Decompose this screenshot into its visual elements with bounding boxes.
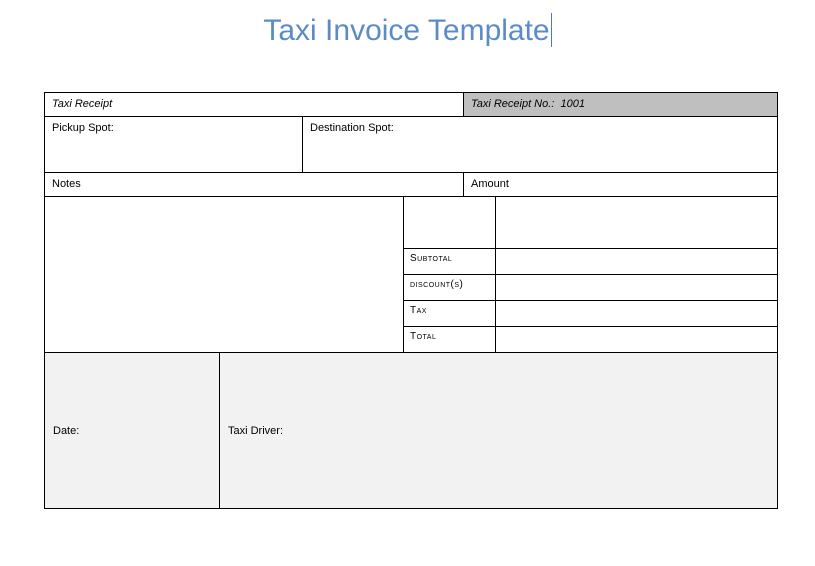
tax-label: Tax: [404, 301, 495, 327]
receipt-no-label: Taxi Receipt No.:: [471, 98, 554, 110]
notes-header: Notes: [45, 173, 464, 197]
pickup-spot-label: Pickup Spot:: [52, 122, 114, 134]
amount-values-column: [496, 197, 777, 353]
destination-spot-label: Destination Spot:: [310, 122, 394, 134]
subtotal-value[interactable]: [496, 249, 777, 275]
row-footer: Date: Taxi Driver:: [45, 353, 777, 508]
receipt-no-value: 1001: [560, 98, 584, 110]
calc-blank: [404, 197, 495, 249]
text-cursor: [551, 13, 552, 47]
driver-label: Taxi Driver:: [228, 425, 283, 437]
driver-cell[interactable]: Taxi Driver:: [220, 353, 777, 508]
row-spots: Pickup Spot: Destination Spot:: [45, 117, 777, 173]
subtotal-label: Subtotal: [404, 249, 495, 275]
notes-body[interactable]: [45, 197, 404, 353]
total-label: Total: [404, 327, 495, 353]
date-label: Date:: [53, 425, 79, 437]
destination-spot-cell[interactable]: Destination Spot:: [303, 117, 777, 173]
receipt-no-cell: Taxi Receipt No.: 1001: [464, 93, 777, 117]
discount-value[interactable]: [496, 275, 777, 301]
discount-label: discount(s): [404, 275, 495, 301]
page-title: Taxi Invoice Template: [0, 14, 815, 49]
date-cell[interactable]: Date:: [45, 353, 220, 508]
row-body: Subtotal discount(s) Tax Total: [45, 197, 777, 353]
calc-labels-column: Subtotal discount(s) Tax Total: [404, 197, 496, 353]
amount-header: Amount: [464, 173, 777, 197]
row-header: Taxi Receipt Taxi Receipt No.: 1001: [45, 93, 777, 117]
amount-blank[interactable]: [496, 197, 777, 249]
tax-value[interactable]: [496, 301, 777, 327]
invoice-form: Taxi Receipt Taxi Receipt No.: 1001 Pick…: [44, 92, 778, 509]
title-text: Taxi Invoice Template: [263, 14, 549, 47]
pickup-spot-cell[interactable]: Pickup Spot:: [45, 117, 303, 173]
total-value[interactable]: [496, 327, 777, 353]
row-columns: Notes Amount: [45, 173, 777, 197]
receipt-label: Taxi Receipt: [45, 93, 464, 117]
